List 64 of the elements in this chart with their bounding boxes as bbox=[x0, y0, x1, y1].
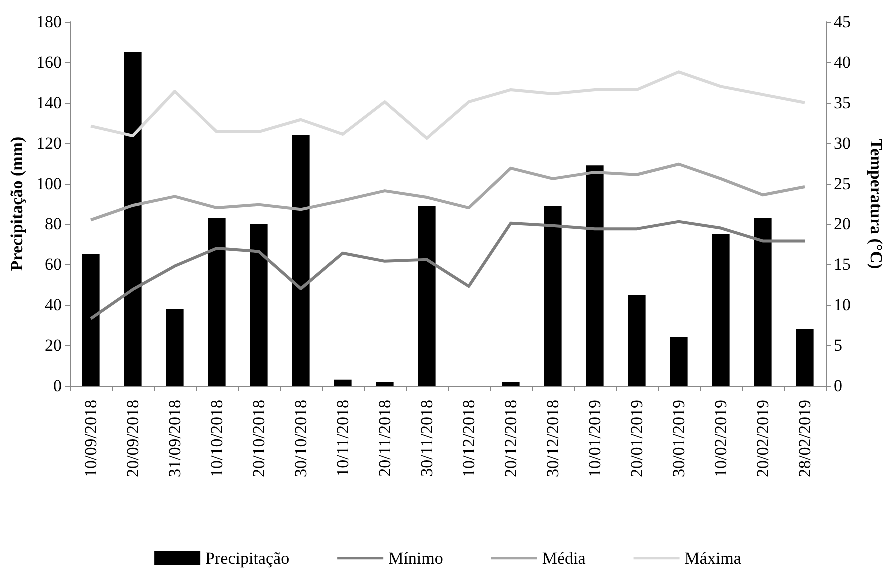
bar bbox=[796, 329, 814, 386]
legend-label: Máxima bbox=[684, 549, 742, 568]
x-tick-label: 30/12/2018 bbox=[544, 400, 562, 478]
y-tick-label: 120 bbox=[36, 134, 62, 153]
y-tick-label: 0 bbox=[54, 376, 62, 396]
y-tick-label: 40 bbox=[45, 296, 62, 315]
y-tick-label: 160 bbox=[36, 52, 62, 72]
x-tick-label: 10/02/2019 bbox=[712, 400, 730, 478]
y2-tick-label: 40 bbox=[834, 52, 851, 72]
y2-tick-label: 30 bbox=[834, 134, 851, 153]
bar bbox=[292, 135, 310, 386]
line-series bbox=[90, 220, 806, 320]
x-tick-label: 28/02/2019 bbox=[796, 400, 814, 478]
bar bbox=[502, 382, 520, 386]
line-series bbox=[90, 162, 806, 222]
x-tick-label: 31/09/2018 bbox=[166, 400, 184, 478]
legend-label: Média bbox=[542, 549, 586, 568]
y2-tick-label: 5 bbox=[834, 336, 842, 356]
x-tick-label: 10/10/2018 bbox=[208, 400, 226, 478]
x-tick-label: 30/01/2019 bbox=[670, 400, 688, 478]
x-tick-label: 10/09/2018 bbox=[82, 400, 100, 478]
y-tick-label: 80 bbox=[45, 214, 62, 234]
bar bbox=[754, 218, 772, 386]
y-tick-label: 20 bbox=[45, 336, 62, 356]
x-tick-label: 20/11/2018 bbox=[376, 400, 394, 477]
x-tick-label: 30/10/2018 bbox=[292, 400, 310, 478]
x-tick-label: 20/01/2019 bbox=[628, 400, 646, 478]
x-tick-label: 10/12/2018 bbox=[460, 400, 478, 478]
y2-tick-label: 0 bbox=[834, 376, 842, 396]
y-tick-label: 100 bbox=[36, 174, 62, 194]
x-tick-label: 20/12/2018 bbox=[502, 400, 520, 478]
x-tick-label: 20/10/2018 bbox=[250, 400, 268, 478]
bar bbox=[82, 254, 100, 386]
x-tick-label: 20/02/2019 bbox=[754, 400, 772, 478]
bar bbox=[418, 206, 436, 386]
y2-tick-label: 15 bbox=[834, 255, 851, 274]
bar bbox=[670, 337, 688, 386]
y2-tick-label: 10 bbox=[834, 296, 851, 315]
bar bbox=[124, 52, 142, 386]
legend-label: Precipitação bbox=[206, 549, 290, 568]
y2-tick-label: 20 bbox=[834, 214, 851, 234]
bar bbox=[586, 166, 604, 386]
bar bbox=[166, 309, 184, 386]
bar bbox=[544, 206, 562, 386]
x-tick-label: 10/11/2018 bbox=[334, 400, 352, 477]
y2-tick-label: 25 bbox=[834, 174, 851, 194]
y-tick-label: 180 bbox=[36, 12, 62, 32]
y-tick-label: 140 bbox=[36, 93, 62, 112]
bar bbox=[250, 224, 268, 386]
line-series bbox=[90, 70, 806, 140]
x-tick-label: 20/09/2018 bbox=[124, 400, 142, 478]
y-axis-title: Precipitação (mm) bbox=[8, 136, 27, 272]
bar bbox=[712, 234, 730, 386]
bar bbox=[208, 218, 226, 386]
bar bbox=[628, 295, 646, 386]
x-tick-label: 30/11/2018 bbox=[418, 400, 436, 477]
legend-label: Mínimo bbox=[388, 549, 444, 568]
y-tick-label: 60 bbox=[45, 255, 62, 274]
y2-tick-label: 35 bbox=[834, 93, 851, 112]
bar bbox=[334, 380, 352, 386]
x-tick-label: 10/01/2019 bbox=[586, 400, 604, 478]
y2-axis-title: Temperatura (°C) bbox=[867, 138, 886, 270]
y2-tick-label: 45 bbox=[834, 12, 851, 32]
bar bbox=[376, 382, 394, 386]
